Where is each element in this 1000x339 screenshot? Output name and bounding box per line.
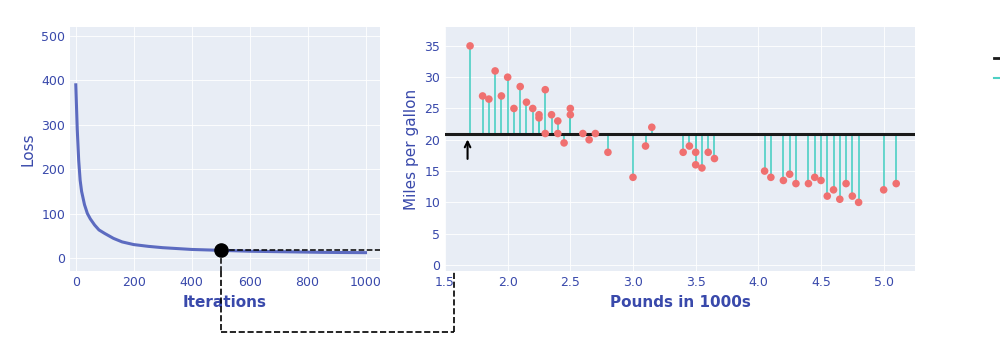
Point bbox=[638, 143, 654, 149]
Point bbox=[581, 137, 597, 142]
Y-axis label: Loss: Loss bbox=[21, 132, 36, 166]
Point bbox=[694, 165, 710, 171]
Point bbox=[544, 112, 560, 117]
Legend: Data points, Model, Loss lines: Data points, Model, Loss lines bbox=[989, 28, 1000, 90]
Point bbox=[556, 140, 572, 146]
Point bbox=[487, 68, 503, 74]
X-axis label: Pounds in 1000s: Pounds in 1000s bbox=[610, 295, 750, 310]
Point bbox=[537, 131, 553, 136]
Point bbox=[763, 175, 779, 180]
Point bbox=[625, 175, 641, 180]
Point bbox=[675, 149, 691, 155]
Point bbox=[531, 112, 547, 117]
Point bbox=[788, 181, 804, 186]
Point bbox=[550, 131, 566, 136]
Point bbox=[800, 181, 816, 186]
Point bbox=[757, 168, 773, 174]
Point bbox=[506, 106, 522, 111]
Point bbox=[550, 118, 566, 124]
Point bbox=[562, 112, 578, 117]
Point bbox=[562, 106, 578, 111]
Point bbox=[531, 115, 547, 121]
Point bbox=[688, 149, 704, 155]
Point bbox=[832, 197, 848, 202]
Point bbox=[587, 131, 603, 136]
Point bbox=[706, 156, 722, 161]
Point bbox=[493, 93, 509, 99]
Point bbox=[888, 181, 904, 186]
Point bbox=[213, 247, 229, 253]
Point bbox=[775, 178, 791, 183]
Point bbox=[826, 187, 842, 193]
Point bbox=[688, 162, 704, 167]
Point bbox=[681, 143, 697, 149]
Point bbox=[481, 96, 497, 102]
Point bbox=[518, 100, 534, 105]
X-axis label: Iterations: Iterations bbox=[183, 295, 267, 310]
Point bbox=[851, 200, 867, 205]
Point bbox=[500, 75, 516, 80]
Point bbox=[575, 131, 591, 136]
Point bbox=[475, 93, 491, 99]
Point bbox=[512, 84, 528, 89]
Point bbox=[644, 124, 660, 130]
Point bbox=[819, 193, 835, 199]
Point bbox=[807, 175, 823, 180]
Point bbox=[782, 172, 798, 177]
Y-axis label: Miles per gallon: Miles per gallon bbox=[404, 88, 419, 210]
Point bbox=[525, 106, 541, 111]
Point bbox=[876, 187, 892, 193]
Point bbox=[838, 181, 854, 186]
Point bbox=[813, 178, 829, 183]
Point bbox=[462, 43, 478, 48]
Point bbox=[844, 193, 860, 199]
Point bbox=[600, 149, 616, 155]
Point bbox=[700, 149, 716, 155]
Point bbox=[537, 87, 553, 93]
